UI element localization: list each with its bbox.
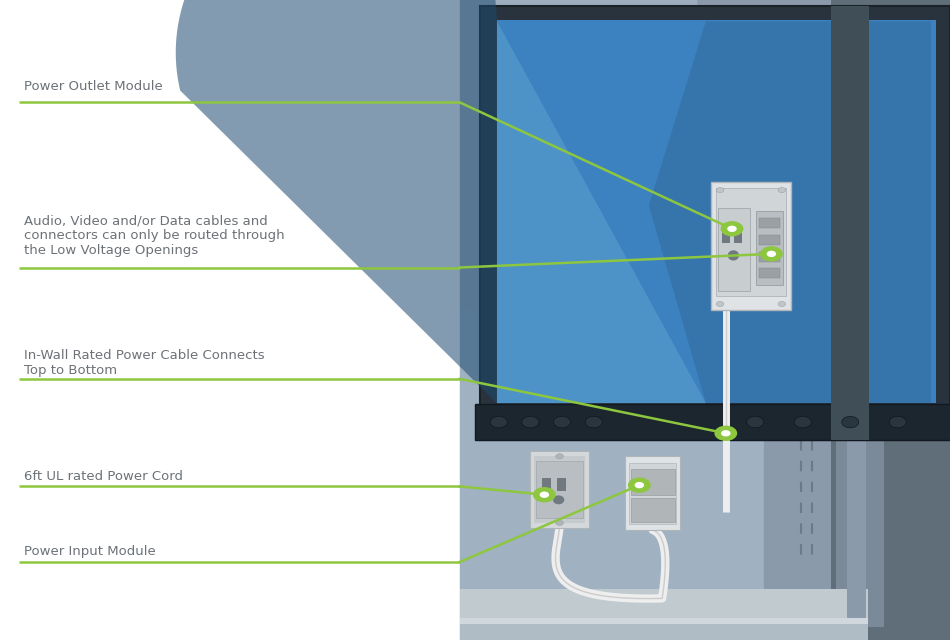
Circle shape bbox=[540, 492, 549, 498]
Polygon shape bbox=[176, 0, 497, 403]
Text: Power Outlet Module: Power Outlet Module bbox=[24, 80, 162, 93]
Circle shape bbox=[628, 477, 651, 493]
Bar bbox=[759, 268, 780, 278]
Bar bbox=[625, 456, 680, 530]
Bar bbox=[716, 188, 786, 296]
Circle shape bbox=[585, 417, 602, 428]
Circle shape bbox=[490, 417, 507, 428]
Circle shape bbox=[533, 487, 556, 502]
Text: 6ft UL rated Power Cord: 6ft UL rated Power Cord bbox=[24, 470, 182, 483]
Bar bbox=[475, 404, 950, 440]
Circle shape bbox=[747, 417, 764, 428]
Bar bbox=[759, 235, 780, 245]
Bar bbox=[847, 13, 866, 627]
Circle shape bbox=[716, 301, 724, 307]
Circle shape bbox=[760, 246, 783, 262]
Bar bbox=[629, 463, 676, 524]
Circle shape bbox=[716, 188, 724, 193]
Circle shape bbox=[556, 454, 563, 459]
Circle shape bbox=[778, 301, 786, 307]
Text: Audio, Video and/or Data cables and
connectors can only be routed through
the Lo: Audio, Video and/or Data cables and conn… bbox=[24, 214, 284, 257]
Bar bbox=[759, 218, 780, 228]
Bar bbox=[460, 0, 950, 640]
Bar bbox=[718, 208, 750, 291]
Circle shape bbox=[720, 221, 743, 236]
Bar bbox=[836, 13, 884, 627]
Bar bbox=[0, 0, 460, 640]
Polygon shape bbox=[460, 0, 697, 448]
Polygon shape bbox=[460, 307, 764, 640]
Text: Power Input Module: Power Input Module bbox=[24, 545, 156, 558]
Bar bbox=[557, 478, 566, 491]
Circle shape bbox=[727, 226, 736, 232]
Circle shape bbox=[794, 417, 811, 428]
Circle shape bbox=[721, 430, 731, 436]
Bar bbox=[534, 456, 585, 523]
Bar bbox=[460, 624, 868, 640]
Circle shape bbox=[554, 417, 571, 428]
Bar bbox=[542, 478, 551, 491]
Bar bbox=[831, 0, 950, 640]
Polygon shape bbox=[649, 21, 931, 403]
Circle shape bbox=[714, 426, 737, 441]
Bar bbox=[631, 498, 674, 522]
Bar bbox=[530, 451, 589, 528]
Ellipse shape bbox=[728, 250, 739, 260]
Circle shape bbox=[522, 417, 539, 428]
Text: In-Wall Rated Power Cable Connects
Top to Bottom: In-Wall Rated Power Cable Connects Top t… bbox=[24, 349, 264, 377]
Circle shape bbox=[556, 520, 563, 525]
Bar bbox=[711, 182, 791, 310]
Circle shape bbox=[767, 251, 776, 257]
Bar bbox=[460, 618, 868, 624]
Bar bbox=[497, 20, 936, 403]
Circle shape bbox=[889, 417, 906, 428]
Bar bbox=[631, 469, 674, 495]
Bar bbox=[480, 6, 950, 440]
Bar bbox=[756, 211, 783, 285]
Polygon shape bbox=[497, 21, 706, 403]
Circle shape bbox=[635, 482, 644, 488]
Bar bbox=[460, 589, 868, 640]
Ellipse shape bbox=[553, 495, 564, 504]
Bar bbox=[536, 461, 583, 518]
Circle shape bbox=[842, 417, 859, 428]
Circle shape bbox=[778, 188, 786, 193]
Bar bbox=[831, 6, 869, 440]
Bar bbox=[734, 232, 742, 243]
Bar bbox=[759, 252, 780, 262]
Bar bbox=[722, 232, 730, 243]
